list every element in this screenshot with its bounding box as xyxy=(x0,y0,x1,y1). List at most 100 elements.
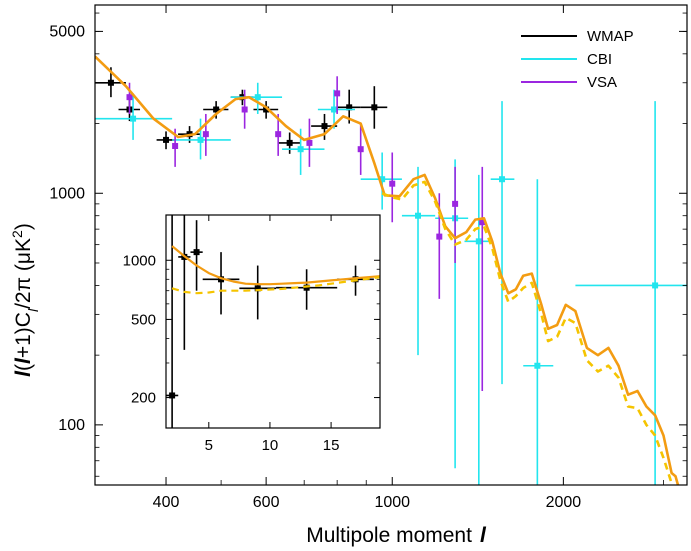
main-plot-marks xyxy=(95,55,687,485)
main-cbi-marker xyxy=(297,146,304,153)
main-y-tick-label: 1000 xyxy=(49,185,85,202)
main-cbi-point xyxy=(523,179,554,485)
main-vsa-point xyxy=(241,89,248,129)
main-cbi-marker xyxy=(652,282,659,289)
main-vsa-marker xyxy=(172,142,179,149)
main-wmap-marker xyxy=(286,139,293,146)
main-cbi-point xyxy=(360,152,402,210)
inset-plot-ticks: 5 10 15 200 500 1000 xyxy=(123,214,381,454)
inset-background xyxy=(166,215,380,428)
main-y-tick-label: 100 xyxy=(58,417,85,434)
main-vsa-point xyxy=(306,118,313,167)
inset-frame xyxy=(165,214,381,429)
y-label-div: /2π (μK xyxy=(12,238,35,309)
main-cbi-marker xyxy=(197,136,204,143)
legend-entry-vsa: VSA xyxy=(521,74,617,91)
inset-model-alt-curve xyxy=(171,276,380,295)
main-vsa-marker xyxy=(275,131,282,138)
main-wmap-marker xyxy=(213,106,220,113)
main-vsa-marker xyxy=(126,94,133,101)
inset-wmap-marker xyxy=(254,285,261,292)
main-wmap-marker xyxy=(371,104,378,111)
legend-entry-cbi: CBI xyxy=(521,51,612,68)
main-vsa-marker xyxy=(241,106,248,113)
main-wmap-marker xyxy=(107,79,114,86)
main-model-alt-curve xyxy=(381,180,674,485)
inset-model-curve xyxy=(171,245,380,286)
inset-wmap-point xyxy=(166,215,179,428)
main-wmap-marker xyxy=(163,136,170,143)
y-label-l1: l xyxy=(12,370,35,377)
main-vsa-point xyxy=(334,76,341,114)
main-vsa-marker xyxy=(306,139,313,146)
legend-entry-wmap: WMAP xyxy=(521,28,634,45)
main-wmap-marker xyxy=(321,123,328,130)
main-cbi-marker xyxy=(331,106,338,113)
main-x-tick-label: 400 xyxy=(153,494,180,511)
legend-label-cbi: CBI xyxy=(587,51,612,68)
main-vsa-marker xyxy=(479,219,486,226)
main-wmap-point xyxy=(156,131,176,150)
inset-wmap-marker xyxy=(193,249,200,256)
main-model-curve xyxy=(95,55,680,485)
main-cbi-marker xyxy=(130,115,137,122)
inset-x-tick-label: 15 xyxy=(323,437,340,454)
main-x-tick-label: 600 xyxy=(253,494,280,511)
inset-plot: 5 10 15 200 500 1000 xyxy=(123,214,381,454)
x-label-symbol: l xyxy=(480,524,487,547)
x-axis-label: Multipole moment l xyxy=(306,524,487,547)
main-vsa-marker xyxy=(452,200,459,207)
main-vsa-marker xyxy=(334,90,341,97)
main-vsa-point xyxy=(389,152,396,223)
y-label-rest: +1)C xyxy=(12,312,35,358)
y-label-sub: l xyxy=(25,308,41,312)
main-cbi-point xyxy=(401,166,436,356)
legend-label-wmap: WMAP xyxy=(587,28,634,45)
y-label-sup: 2 xyxy=(9,230,25,238)
y-label-close: ) xyxy=(12,223,35,230)
main-vsa-marker xyxy=(202,131,209,138)
inset-wmap-marker xyxy=(169,392,176,399)
main-cbi-marker xyxy=(534,362,541,369)
main-vsa-marker xyxy=(357,146,364,153)
main-cbi-marker xyxy=(415,212,422,219)
main-vsa-point xyxy=(452,166,459,263)
main-vsa-point xyxy=(357,123,364,175)
inset-plot-marks xyxy=(166,215,380,428)
legend-label-vsa: VSA xyxy=(587,74,617,91)
main-x-tick-label: 1000 xyxy=(374,494,410,511)
main-vsa-marker xyxy=(436,233,443,240)
main-cbi-point xyxy=(490,101,515,385)
main-cbi-marker xyxy=(379,176,386,183)
main-x-tick-label: 2000 xyxy=(546,494,582,511)
main-vsa-marker xyxy=(389,180,396,187)
main-y-tick-label: 5000 xyxy=(49,23,85,40)
inset-plot-area xyxy=(166,215,380,428)
main-vsa-point xyxy=(202,113,209,156)
inset-y-tick-label: 200 xyxy=(131,390,156,407)
inset-x-tick-label: 5 xyxy=(205,437,213,454)
main-wmap-marker xyxy=(346,104,353,111)
main-vsa-point xyxy=(275,113,282,156)
main-wmap-point xyxy=(278,132,301,154)
main-plot-ticks: 400 600 1000 2000 100 1000 5000 xyxy=(49,4,688,511)
main-cbi-marker xyxy=(475,238,482,245)
inset-wmap-point xyxy=(276,269,338,310)
x-label-text: Multipole moment xyxy=(306,524,472,547)
inset-y-tick-label: 500 xyxy=(131,311,156,328)
main-cbi-point xyxy=(95,93,173,140)
y-axis-label: l(l+1)Cl/2π (μK2) xyxy=(9,223,41,377)
main-wmap-marker xyxy=(263,106,270,113)
y-label-paren: ( xyxy=(12,364,35,371)
inset-clipped-marks xyxy=(166,215,380,428)
inset-x-tick-label: 10 xyxy=(262,437,279,454)
main-wmap-point xyxy=(360,86,388,129)
main-vsa-point xyxy=(479,166,486,392)
main-clipped-marks xyxy=(95,55,687,485)
main-cbi-point xyxy=(172,118,231,160)
inset-wmap-point xyxy=(190,220,203,291)
main-cbi-point xyxy=(230,82,283,114)
legend: WMAP CBI VSA xyxy=(521,28,634,91)
y-label-l2: l xyxy=(12,357,35,364)
